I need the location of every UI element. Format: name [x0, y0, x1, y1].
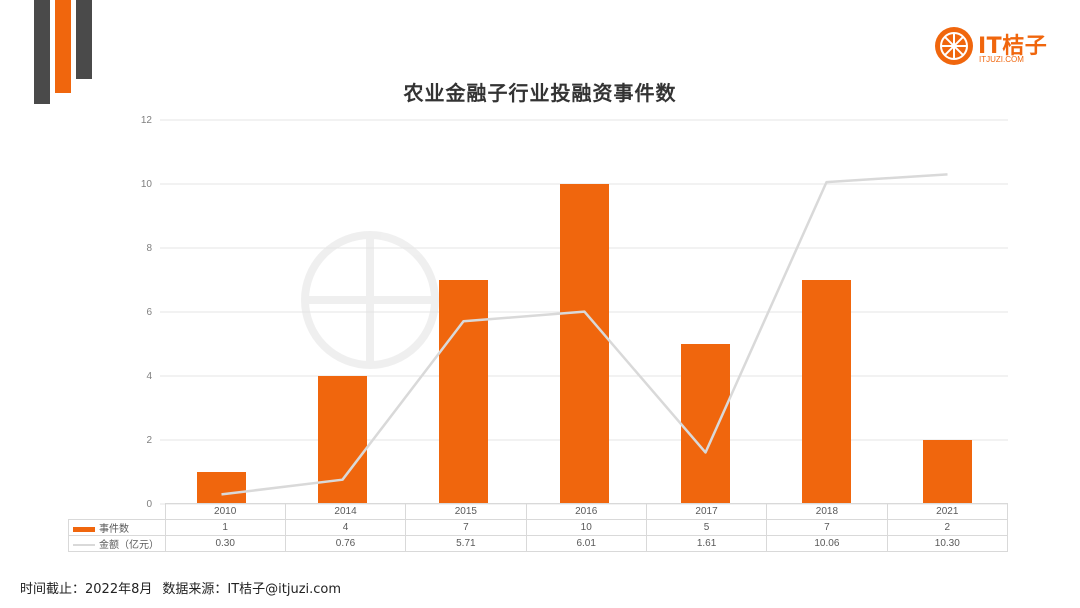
bar-series	[197, 184, 972, 504]
decor-bar-dark-1	[34, 0, 50, 104]
decor-bar-orange	[55, 0, 71, 93]
bar-2015	[439, 280, 488, 504]
legend-amount: 金额（亿元）	[68, 535, 166, 552]
table-cell: 5	[645, 519, 768, 536]
table-cell: 10	[525, 519, 647, 536]
table-cell: 5.71	[405, 535, 527, 552]
table-cell: 6.01	[525, 535, 647, 552]
legend-events: 事件数	[68, 519, 166, 536]
table-header-row: 2010 2014 2015 2016 2017 2018 2021	[68, 503, 1009, 520]
legend-amount-label: 金额（亿元）	[99, 540, 159, 551]
bar-2018	[802, 280, 851, 504]
table-cell: 7	[405, 519, 527, 536]
table-header-cell: 2014	[284, 503, 407, 520]
brand-domain: ITJUZI.COM	[979, 55, 1024, 64]
legend-events-label: 事件数	[99, 524, 129, 535]
table-header-cell: 2018	[766, 503, 888, 520]
chart-title: 农业金融子行业投融资事件数	[403, 81, 677, 105]
y-tick-label: 8	[146, 243, 152, 254]
legend-line-swatch	[73, 544, 95, 547]
table-header-cell: 2010	[164, 503, 286, 520]
data-table: 2010 2014 2015 2016 2017 2018 2021 事件数 1…	[68, 503, 1009, 552]
table-header-cell: 2017	[645, 503, 768, 520]
footer-source: 数据来源：IT桔子@itjuzi.com	[162, 582, 342, 597]
footer-note: 时间截止：2022年8月 数据来源：IT桔子@itjuzi.com	[20, 578, 351, 597]
table-header-cell: 2015	[405, 503, 527, 520]
bar-2014	[318, 376, 367, 504]
table-corner	[68, 503, 166, 520]
table-cell: 10.30	[886, 535, 1009, 552]
line-series	[221, 173, 948, 496]
table-row-events: 事件数 1 4 7 10 5 7 2	[68, 519, 1009, 536]
y-tick-label: 10	[141, 179, 153, 190]
bar-2016	[560, 184, 609, 504]
y-tick-label: 12	[141, 115, 153, 126]
bar-2010	[197, 472, 246, 504]
table-header-cell: 2021	[886, 503, 1009, 520]
table-cell: 10.06	[766, 535, 888, 552]
brand-name: IT桔子	[978, 34, 1048, 59]
table-cell: 0.30	[164, 535, 286, 552]
decor-bar-dark-2	[76, 0, 92, 79]
table-cell: 1.61	[645, 535, 768, 552]
table-row-amount: 金额（亿元） 0.30 0.76 5.71 6.01 1.61 10.06 10…	[68, 535, 1009, 552]
table-cell: 7	[766, 519, 888, 536]
bar-2021	[923, 440, 972, 504]
y-tick-label: 4	[146, 371, 152, 382]
legend-bar-swatch	[73, 526, 95, 532]
table-cell: 2	[886, 519, 1009, 536]
table-cell: 4	[284, 519, 407, 536]
table-cell: 0.76	[284, 535, 407, 552]
y-tick-label: 6	[146, 307, 152, 318]
orange-slice-icon	[935, 27, 973, 65]
footer-cutoff: 时间截止：2022年8月	[20, 582, 153, 597]
y-tick-label: 2	[146, 435, 152, 446]
bar-2017	[681, 344, 730, 504]
brand-logo: IT桔子 ITJUZI.COM	[935, 26, 1055, 68]
table-cell: 1	[164, 519, 286, 536]
table-header-cell: 2016	[525, 503, 647, 520]
